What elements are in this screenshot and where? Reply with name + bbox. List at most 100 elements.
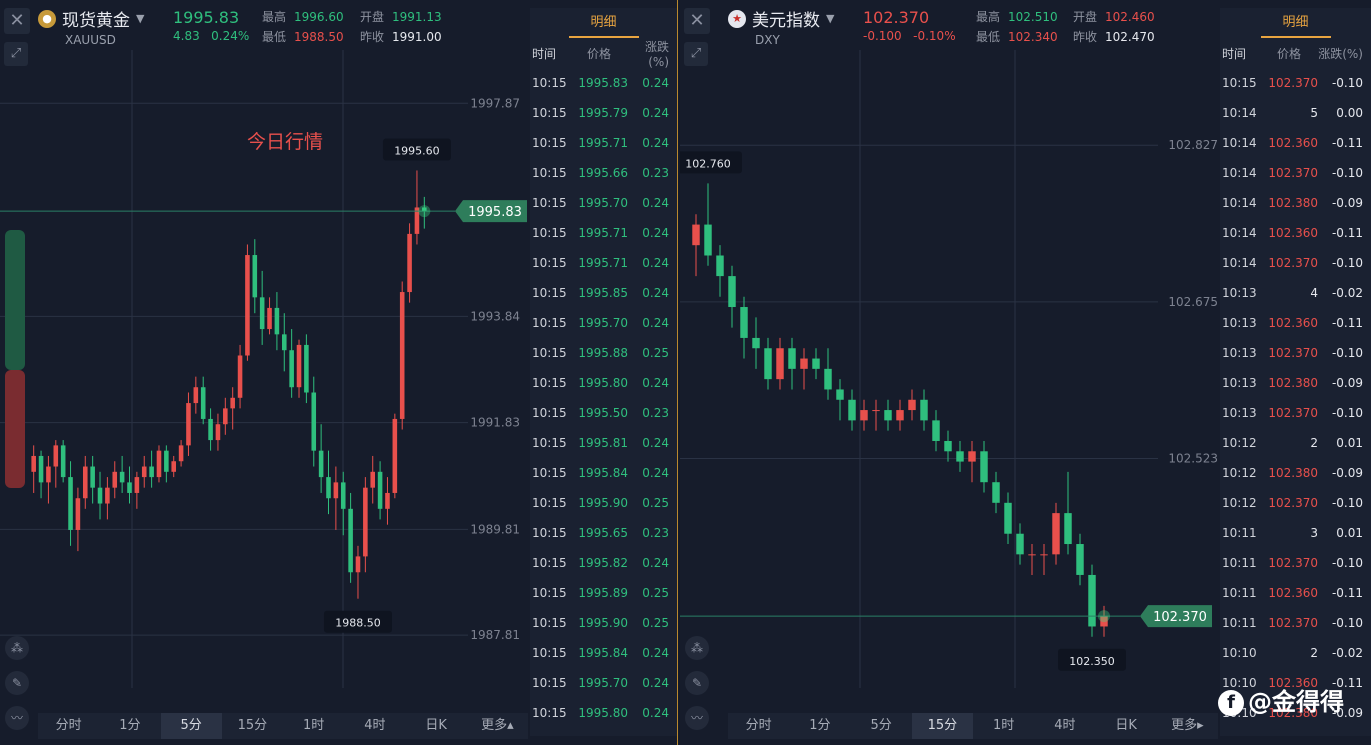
y-tick-label: 1997.87 <box>470 96 520 110</box>
tape-rows: 10:15 102.370 -0.10 10:14 5 0.00 10:14 102.360-… <box>1220 68 1371 728</box>
tape-price: 5 <box>1310 106 1318 120</box>
tape-time: 10:14 <box>1222 226 1257 240</box>
tape-price: 2 <box>1310 646 1318 660</box>
tape-row: 10:14 5 0.00 <box>1220 98 1371 128</box>
last-price: 1995.83 <box>173 8 240 27</box>
tab-details[interactable]: 明细 <box>568 8 639 38</box>
candle-body <box>156 450 162 478</box>
us-flag-icon: ★ <box>728 9 746 28</box>
tape-price: 102.370 <box>1268 496 1318 510</box>
line-chart-icon[interactable]: 〰 <box>685 706 709 730</box>
tape-price: 1995.70 <box>578 196 628 210</box>
x-tick-label: 06:40 <box>116 689 148 690</box>
candle-body <box>377 471 383 509</box>
candle-body <box>1004 502 1012 534</box>
period-tab[interactable]: 日K <box>1115 718 1137 733</box>
tab-details[interactable]: 明细 <box>1260 8 1331 38</box>
period-tab[interactable]: 5分 <box>160 713 222 739</box>
tape-row: 10:12 102.380 -0.09 <box>1220 458 1371 488</box>
candle-body <box>764 348 772 380</box>
instrument-name[interactable]: 美元指数 <box>752 11 820 31</box>
candle-body <box>422 207 427 212</box>
chevron-down-icon[interactable]: ▼ <box>136 12 145 25</box>
chevron-down-icon[interactable]: ▼ <box>826 12 835 25</box>
candle-body <box>980 451 988 483</box>
indicator-icon[interactable]: ⁂ <box>5 636 29 660</box>
period-tab[interactable]: 1时 <box>302 718 325 733</box>
candle-body <box>318 450 324 478</box>
candle-body <box>740 307 748 338</box>
dxy-trade-tape: 明细 时间 价格 涨跌(%) 10:15 102.370 -0.10 10:14 5 0.… <box>1220 8 1371 736</box>
tape-change: -0.10 <box>1331 166 1363 180</box>
tape-price: 1995.85 <box>578 286 628 300</box>
candle-body <box>164 450 169 472</box>
period-tab[interactable]: 1分 <box>809 718 831 733</box>
tape-row: 10:12 102.370 -0.10 <box>1220 488 1371 518</box>
period-tab[interactable]: 分时 <box>745 718 772 733</box>
tape-time: 10:13 <box>1222 286 1257 300</box>
extreme-callout <box>323 610 392 633</box>
dxy-panel: 102.827102.675102.52304:0006:00102.37010… <box>680 0 1371 745</box>
period-tab[interactable]: 15分 <box>237 718 268 733</box>
tape-row: 10:15 1995.50 0.23 <box>530 398 677 428</box>
period-tab[interactable]: 15分 <box>911 713 973 739</box>
tape-time: 10:11 <box>1222 556 1257 570</box>
tape-change: -0.09 <box>1331 706 1363 720</box>
candle-body <box>311 392 317 451</box>
period-tab[interactable]: 1分 <box>119 718 141 733</box>
candle-body <box>992 482 1000 503</box>
side-meter-down <box>5 370 25 488</box>
tape-rows: 10:15 1995.83 0.24 10:15 1995.79 0.24 10:15 199… <box>530 68 677 728</box>
close-icon[interactable]: ✕ <box>684 8 710 34</box>
expand-icon[interactable]: ⤢ <box>4 42 28 66</box>
tape-time: 10:15 <box>532 196 567 210</box>
period-tab[interactable]: 5分 <box>870 718 892 733</box>
candle-body <box>348 508 353 573</box>
tape-time: 10:11 <box>1222 526 1257 540</box>
indicator-icon[interactable]: ⁂ <box>685 636 709 660</box>
candle-body <box>259 297 265 330</box>
tape-price: 102.370 <box>1268 556 1318 570</box>
tape-change: 0.23 <box>642 526 669 540</box>
candle-body <box>824 368 832 390</box>
tape-change: 0.24 <box>642 256 669 270</box>
candle-body <box>956 451 964 462</box>
dxy-header: ★ 美元指数 ▼ DXY <box>728 6 834 47</box>
tape-price: 4 <box>1310 286 1318 300</box>
period-tab[interactable]: 日K <box>425 718 447 733</box>
candle-body <box>178 445 184 462</box>
line-chart-icon[interactable]: 〰 <box>5 706 29 730</box>
period-tab[interactable]: 更多▸ <box>1171 718 1204 733</box>
gold-candlestick-chart[interactable]: 1997.87 1993.84 1991.83 1989.81 1987.81 06:40… <box>0 0 530 690</box>
candle-body <box>326 477 331 499</box>
period-tab[interactable]: 更多▴ <box>481 718 514 733</box>
candle-body <box>223 408 228 425</box>
draw-pen-icon[interactable]: ✎ <box>685 671 709 695</box>
tape-change: -0.10 <box>1331 406 1363 420</box>
instrument-name[interactable]: 现货黄金 <box>62 11 130 31</box>
tape-time: 10:15 <box>532 316 567 330</box>
dxy-candlestick-chart[interactable]: 102.827 102.675 102.523 04:00 06:00 102.370 10… <box>680 0 1220 690</box>
extreme-callout-label: 102.350 <box>1069 655 1115 668</box>
tape-price: 102.380 <box>1268 706 1318 720</box>
draw-pen-icon[interactable]: ✎ <box>5 671 29 695</box>
tape-change: -0.11 <box>1331 586 1363 600</box>
period-tab[interactable]: 4时 <box>364 718 386 733</box>
tape-price: 1995.90 <box>578 616 628 630</box>
tape-row: 10:15 1995.89 0.25 <box>530 578 677 608</box>
gold-coin-icon: ● <box>38 9 56 28</box>
period-tab[interactable]: 4时 <box>1054 718 1076 733</box>
period-tab[interactable]: 分时 <box>55 718 82 733</box>
close-icon[interactable]: ✕ <box>4 8 30 34</box>
tape-row: 10:15 1995.90 0.25 <box>530 488 677 518</box>
period-tab[interactable]: 1时 <box>992 718 1015 733</box>
candle-body <box>884 410 892 421</box>
tape-change: 0.24 <box>642 436 669 450</box>
expand-icon[interactable]: ⤢ <box>684 42 708 66</box>
candle-body <box>289 350 294 388</box>
candle-body <box>141 466 147 478</box>
tape-row: 10:13 102.360 -0.11 <box>1220 308 1371 338</box>
change-percent: -0.10% <box>913 29 956 43</box>
tape-change: -0.11 <box>1331 226 1363 240</box>
candle-body <box>267 307 272 330</box>
